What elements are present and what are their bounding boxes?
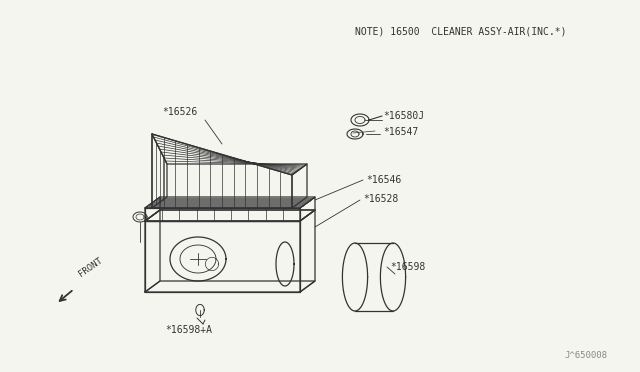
Text: *16526: *16526: [162, 107, 197, 117]
Text: *16598: *16598: [390, 262, 425, 272]
Text: *16546: *16546: [366, 175, 401, 185]
Text: J^650008: J^650008: [564, 351, 607, 360]
Text: *16598+A: *16598+A: [165, 325, 212, 335]
Text: *16528: *16528: [363, 194, 398, 204]
Text: *16547: *16547: [383, 127, 419, 137]
Text: FRONT: FRONT: [77, 256, 104, 279]
Text: *16580J: *16580J: [383, 111, 424, 121]
Text: NOTE) 16500  CLEANER ASSY-AIR(INC.*): NOTE) 16500 CLEANER ASSY-AIR(INC.*): [355, 27, 566, 36]
